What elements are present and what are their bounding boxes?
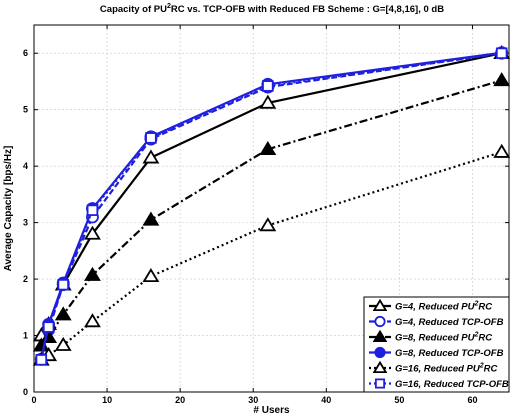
data-point [54,306,72,321]
data-point [493,72,511,87]
data-point [54,336,72,351]
legend-label-text: G=16, Reduced TCP-OFB [395,379,509,390]
x-tick-label: 50 [394,395,404,405]
legend-label-sup: 2 [479,363,484,370]
legend-label: G=16, Reduced PU2RC [395,363,498,375]
legend-box [363,296,510,393]
legend-marker [372,360,388,374]
legend-label-suffix: RC [478,302,492,313]
y-tick-label: 3 [23,218,28,228]
legend-label-sup: 2 [473,332,478,339]
legend-label: G=8, Reduced TCP-OFB [395,348,504,359]
legend-item: G=8, Reduced PU2RC [369,329,492,344]
data-point [259,94,277,109]
legend-marker [374,346,386,359]
y-tick-label: 2 [23,274,28,284]
data-point [42,321,55,333]
data-point [262,80,274,92]
y-tick-label: 0 [23,387,28,397]
y-tick-label: 5 [23,105,28,115]
y-axis-label: Average Capacity [bps/Hz] [3,146,14,272]
legend-label-text: G=8, Reduced PU [395,333,476,344]
legend-item: G=4, Reduced PU2RC [369,298,492,313]
data-point [142,149,160,164]
data-point [86,204,99,216]
x-tick-label: 60 [467,395,477,405]
data-point [145,132,157,144]
legend-marker [372,329,388,343]
chart-title: Capacity of PU2RC vs. TCP-OFB with Reduc… [100,3,444,15]
legend-item: G=4, Reduced TCP-OFB [369,315,504,328]
legend-label-text: G=4, Reduced PU [395,302,476,313]
data-point [57,278,70,291]
legend-label-suffix: RC [478,333,492,344]
legend-marker [372,298,388,312]
data-point [84,313,101,328]
data-point [493,143,511,158]
x-tick-label: 40 [321,395,331,405]
data-point [259,140,277,155]
legend-label: G=4, Reduced PU2RC [395,301,492,313]
legend-marker [374,378,386,389]
data-point [259,217,277,232]
legend-label-text: G=4, Reduced TCP-OFB [395,317,504,328]
data-point [84,225,101,240]
legend-label: G=16, Reduced TCP-OFB [395,379,509,390]
series-lines [32,44,511,366]
y-tick-label: 6 [23,48,28,58]
x-tick-label: 20 [175,395,185,405]
y-tick-label: 1 [23,331,28,341]
y-tick-label: 4 [23,161,28,171]
legend-label-suffix: RC [484,364,498,375]
data-point [84,266,101,281]
x-tick-label: 30 [248,395,258,405]
x-tick-label: 0 [31,395,36,405]
legend-label-sup: 2 [473,301,478,308]
plot-area [33,24,510,393]
data-point [495,47,508,60]
data-point [35,354,48,366]
legend-item: G=16, Reduced PU2RC [369,360,498,375]
legend-label: G=8, Reduced PU2RC [395,332,492,344]
x-axis-label: # Users [253,405,290,415]
series-6 [35,47,508,366]
legend-label-text: G=16, Reduced PU [395,364,481,375]
legend-label: G=4, Reduced TCP-OFB [395,317,504,328]
legend-item: G=16, Reduced TCP-OFB [369,378,509,390]
legend-item: G=8, Reduced TCP-OFB [369,346,504,359]
data-point [142,268,160,283]
legend-marker [374,315,386,328]
data-point [142,211,160,226]
legend-label-text: G=8, Reduced TCP-OFB [395,348,504,359]
x-tick-label: 10 [102,395,112,405]
